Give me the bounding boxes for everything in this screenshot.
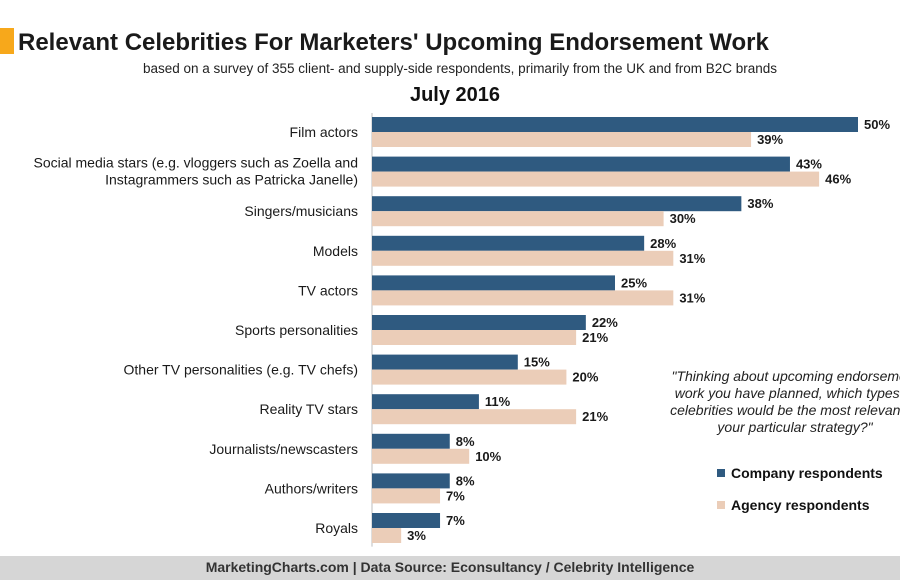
category-label-line: Sports personalities	[235, 322, 358, 338]
bar-agency	[372, 409, 577, 425]
category-label-line: Models	[313, 243, 358, 259]
value-label-company: 7%	[446, 513, 465, 528]
legend-company-label: Company respondents	[731, 465, 883, 481]
bar-agency	[372, 330, 577, 345]
chart-subtitle: based on a survey of 355 client- and sup…	[142, 61, 778, 76]
value-label-agency: 21%	[582, 330, 608, 345]
bar-agency	[372, 132, 752, 147]
legend-agency-label: Agency respondents	[731, 497, 870, 513]
bar-company	[372, 196, 742, 212]
chart-title-text: Relevant Celebrities For Marketers' Upco…	[18, 29, 769, 56]
value-label-company: 43%	[796, 157, 822, 172]
legend-company: Company respondents	[717, 465, 883, 481]
survey-question: "Thinking about upcoming endorsement wor…	[670, 368, 900, 435]
category-label: Models	[313, 243, 358, 259]
category-label: Sports personalities	[235, 322, 358, 338]
value-label-agency: 30%	[670, 211, 696, 226]
legend-agency-swatch	[717, 501, 725, 509]
footer-source: MarketingCharts.com | Data Source: Econs…	[0, 556, 900, 580]
bar-company	[372, 433, 450, 449]
value-label-agency: 21%	[582, 409, 608, 424]
bar-agency	[372, 290, 674, 306]
value-label-company: 8%	[456, 434, 475, 449]
bar-company	[372, 394, 479, 410]
category-label: Film actors	[290, 124, 358, 140]
value-label-company: 15%	[524, 355, 550, 370]
value-label-company: 11%	[485, 394, 511, 409]
legend-agency: Agency respondents	[717, 497, 869, 513]
value-label-company: 8%	[456, 473, 475, 488]
value-label-company: 28%	[650, 236, 676, 251]
category-label-line: Other TV personalities (e.g. TV chefs)	[124, 362, 358, 378]
bar-agency	[372, 211, 664, 227]
legend-company-swatch	[717, 469, 725, 477]
bar-company	[372, 354, 518, 370]
category-label: Social media stars (e.g. vloggers such a…	[34, 155, 359, 188]
value-label-agency: 46%	[825, 172, 851, 187]
value-label-agency: 39%	[757, 132, 783, 147]
bar-company	[372, 235, 645, 251]
bar-company	[372, 117, 858, 132]
bar-agency	[372, 250, 674, 266]
bar-agency	[372, 528, 402, 543]
value-label-agency: 7%	[446, 488, 465, 503]
category-label-line: TV actors	[298, 282, 358, 298]
category-label: Other TV personalities (e.g. TV chefs)	[124, 362, 358, 378]
title-accent-mark	[0, 28, 14, 54]
value-label-agency: 10%	[475, 449, 501, 464]
bar-company	[372, 275, 615, 291]
category-label: Journalists/newscasters	[209, 441, 358, 457]
bar-agency	[372, 488, 441, 504]
chart-period: July 2016	[409, 84, 501, 106]
category-label-line: Film actors	[290, 124, 358, 140]
category-label: TV actors	[298, 282, 358, 298]
category-label-line: Royals	[315, 520, 358, 536]
category-label-line: Journalists/newscasters	[209, 441, 358, 457]
bar-company	[372, 156, 790, 172]
bar-company	[372, 473, 450, 489]
bar-agency	[372, 448, 470, 464]
category-label: Singers/musicians	[244, 203, 358, 219]
value-label-company: 22%	[592, 315, 618, 330]
category-label-line: Authors/writers	[265, 480, 358, 496]
bar-chart: Film actors 50% 39% Social media stars (e.g…	[34, 113, 890, 547]
bar-company	[372, 315, 586, 330]
value-label-agency: 31%	[679, 251, 705, 266]
chart-title: Relevant Celebrities For Marketers' Upco…	[0, 28, 900, 57]
value-label-company: 38%	[747, 196, 773, 211]
category-label: Reality TV stars	[259, 401, 358, 417]
value-label-agency: 3%	[407, 528, 426, 543]
category-label-line: Singers/musicians	[244, 203, 358, 219]
category-label: Authors/writers	[265, 480, 358, 496]
category-label-line: Instagrammers such as Patricka Janelle)	[105, 172, 358, 188]
value-label-agency: 31%	[679, 290, 705, 305]
category-label: Royals	[315, 520, 358, 536]
value-label-company: 25%	[621, 275, 647, 290]
bar-agency	[372, 171, 820, 187]
bar-company	[372, 513, 441, 528]
value-label-company: 50%	[864, 117, 890, 132]
bar-agency	[372, 369, 567, 385]
value-label-agency: 20%	[572, 370, 598, 385]
category-label-line: Reality TV stars	[259, 401, 358, 417]
category-label-line: Social media stars (e.g. vloggers such a…	[34, 155, 359, 171]
